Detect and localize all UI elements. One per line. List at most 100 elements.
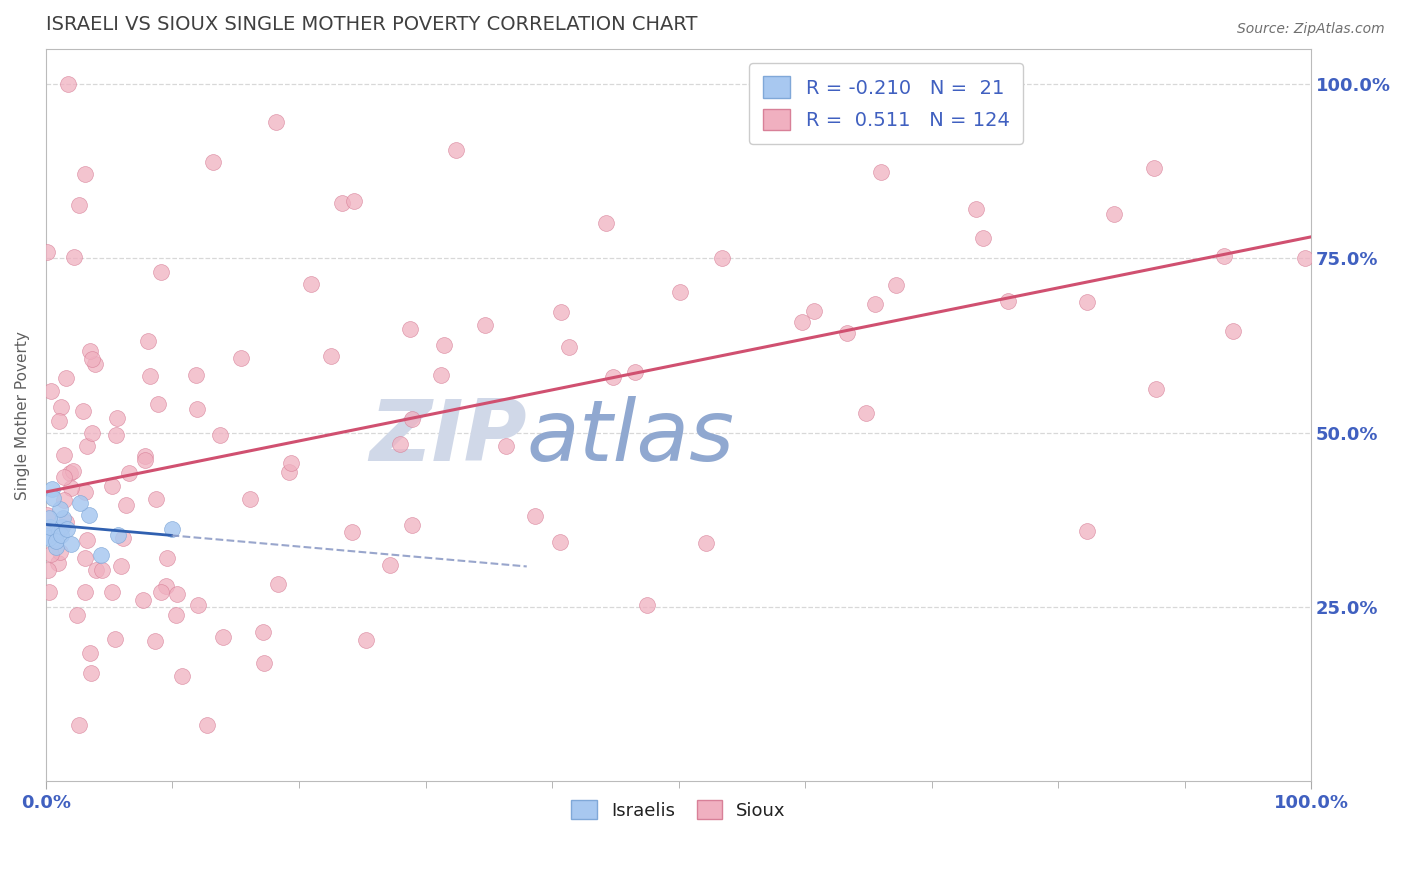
Point	[253, 657, 276, 671]
Point	[239, 492, 262, 507]
Point	[1213, 249, 1236, 263]
Point	[495, 439, 517, 453]
Point	[145, 491, 167, 506]
Point	[1294, 251, 1316, 265]
Legend: Israelis, Sioux: Israelis, Sioux	[564, 792, 793, 827]
Point	[46, 556, 69, 570]
Point	[41, 482, 63, 496]
Point	[52, 470, 75, 484]
Point	[319, 349, 342, 363]
Point	[84, 358, 107, 372]
Point	[39, 384, 62, 398]
Point	[75, 550, 97, 565]
Text: ISRAELI VS SIOUX SINGLE MOTHER POVERTY CORRELATION CHART: ISRAELI VS SIOUX SINGLE MOTHER POVERTY C…	[46, 15, 697, 34]
Point	[343, 194, 366, 209]
Point	[84, 564, 107, 578]
Point	[523, 508, 546, 523]
Point	[76, 439, 98, 453]
Point	[105, 411, 128, 425]
Point	[208, 428, 231, 442]
Point	[186, 401, 208, 416]
Point	[80, 666, 103, 681]
Point	[401, 517, 423, 532]
Point	[330, 195, 353, 210]
Point	[155, 579, 177, 593]
Point	[398, 321, 420, 335]
Point	[997, 294, 1019, 309]
Point	[134, 453, 156, 467]
Point	[342, 525, 364, 540]
Point	[636, 598, 658, 612]
Point	[115, 498, 138, 512]
Point	[35, 529, 58, 543]
Point	[79, 343, 101, 358]
Point	[136, 334, 159, 349]
Point	[1144, 382, 1167, 396]
Point	[266, 576, 288, 591]
Point	[149, 585, 172, 599]
Point	[558, 339, 581, 353]
Point	[187, 598, 209, 612]
Point	[212, 630, 235, 644]
Point	[202, 155, 225, 169]
Point	[170, 669, 193, 683]
Point	[66, 608, 89, 623]
Point	[299, 277, 322, 292]
Point	[79, 508, 101, 522]
Point	[790, 315, 813, 329]
Point	[803, 303, 825, 318]
Point	[146, 397, 169, 411]
Point	[59, 536, 82, 550]
Point	[548, 535, 571, 549]
Point	[354, 632, 377, 647]
Point	[101, 479, 124, 493]
Point	[53, 493, 76, 508]
Point	[280, 456, 302, 470]
Point	[111, 531, 134, 545]
Point	[37, 563, 59, 577]
Point	[41, 491, 63, 505]
Point	[474, 318, 496, 333]
Point	[160, 523, 183, 537]
Point	[48, 524, 70, 539]
Point	[110, 558, 132, 573]
Point	[186, 368, 208, 382]
Point	[166, 587, 188, 601]
Point	[695, 536, 717, 550]
Text: Source: ZipAtlas.com: Source: ZipAtlas.com	[1237, 22, 1385, 37]
Point	[972, 230, 994, 244]
Point	[75, 485, 97, 500]
Point	[51, 520, 73, 534]
Point	[429, 368, 451, 382]
Point	[252, 625, 274, 640]
Point	[165, 607, 187, 622]
Point	[277, 465, 299, 479]
Point	[1222, 324, 1244, 338]
Point	[91, 564, 114, 578]
Point	[143, 634, 166, 648]
Point	[49, 528, 72, 542]
Point	[69, 496, 91, 510]
Point	[49, 545, 72, 559]
Point	[35, 508, 58, 523]
Point	[48, 413, 70, 427]
Point	[35, 526, 58, 541]
Point	[59, 466, 82, 480]
Point	[38, 585, 60, 599]
Point	[855, 406, 877, 420]
Point	[623, 365, 645, 379]
Point	[132, 592, 155, 607]
Point	[48, 502, 70, 516]
Point	[401, 412, 423, 426]
Point	[60, 481, 83, 495]
Point	[82, 351, 104, 366]
Point	[149, 265, 172, 279]
Y-axis label: Single Mother Poverty: Single Mother Poverty	[15, 331, 30, 500]
Point	[264, 115, 287, 129]
Point	[595, 215, 617, 229]
Point	[67, 198, 90, 212]
Point	[118, 466, 141, 480]
Point	[90, 549, 112, 563]
Point	[80, 425, 103, 440]
Point	[1102, 207, 1125, 221]
